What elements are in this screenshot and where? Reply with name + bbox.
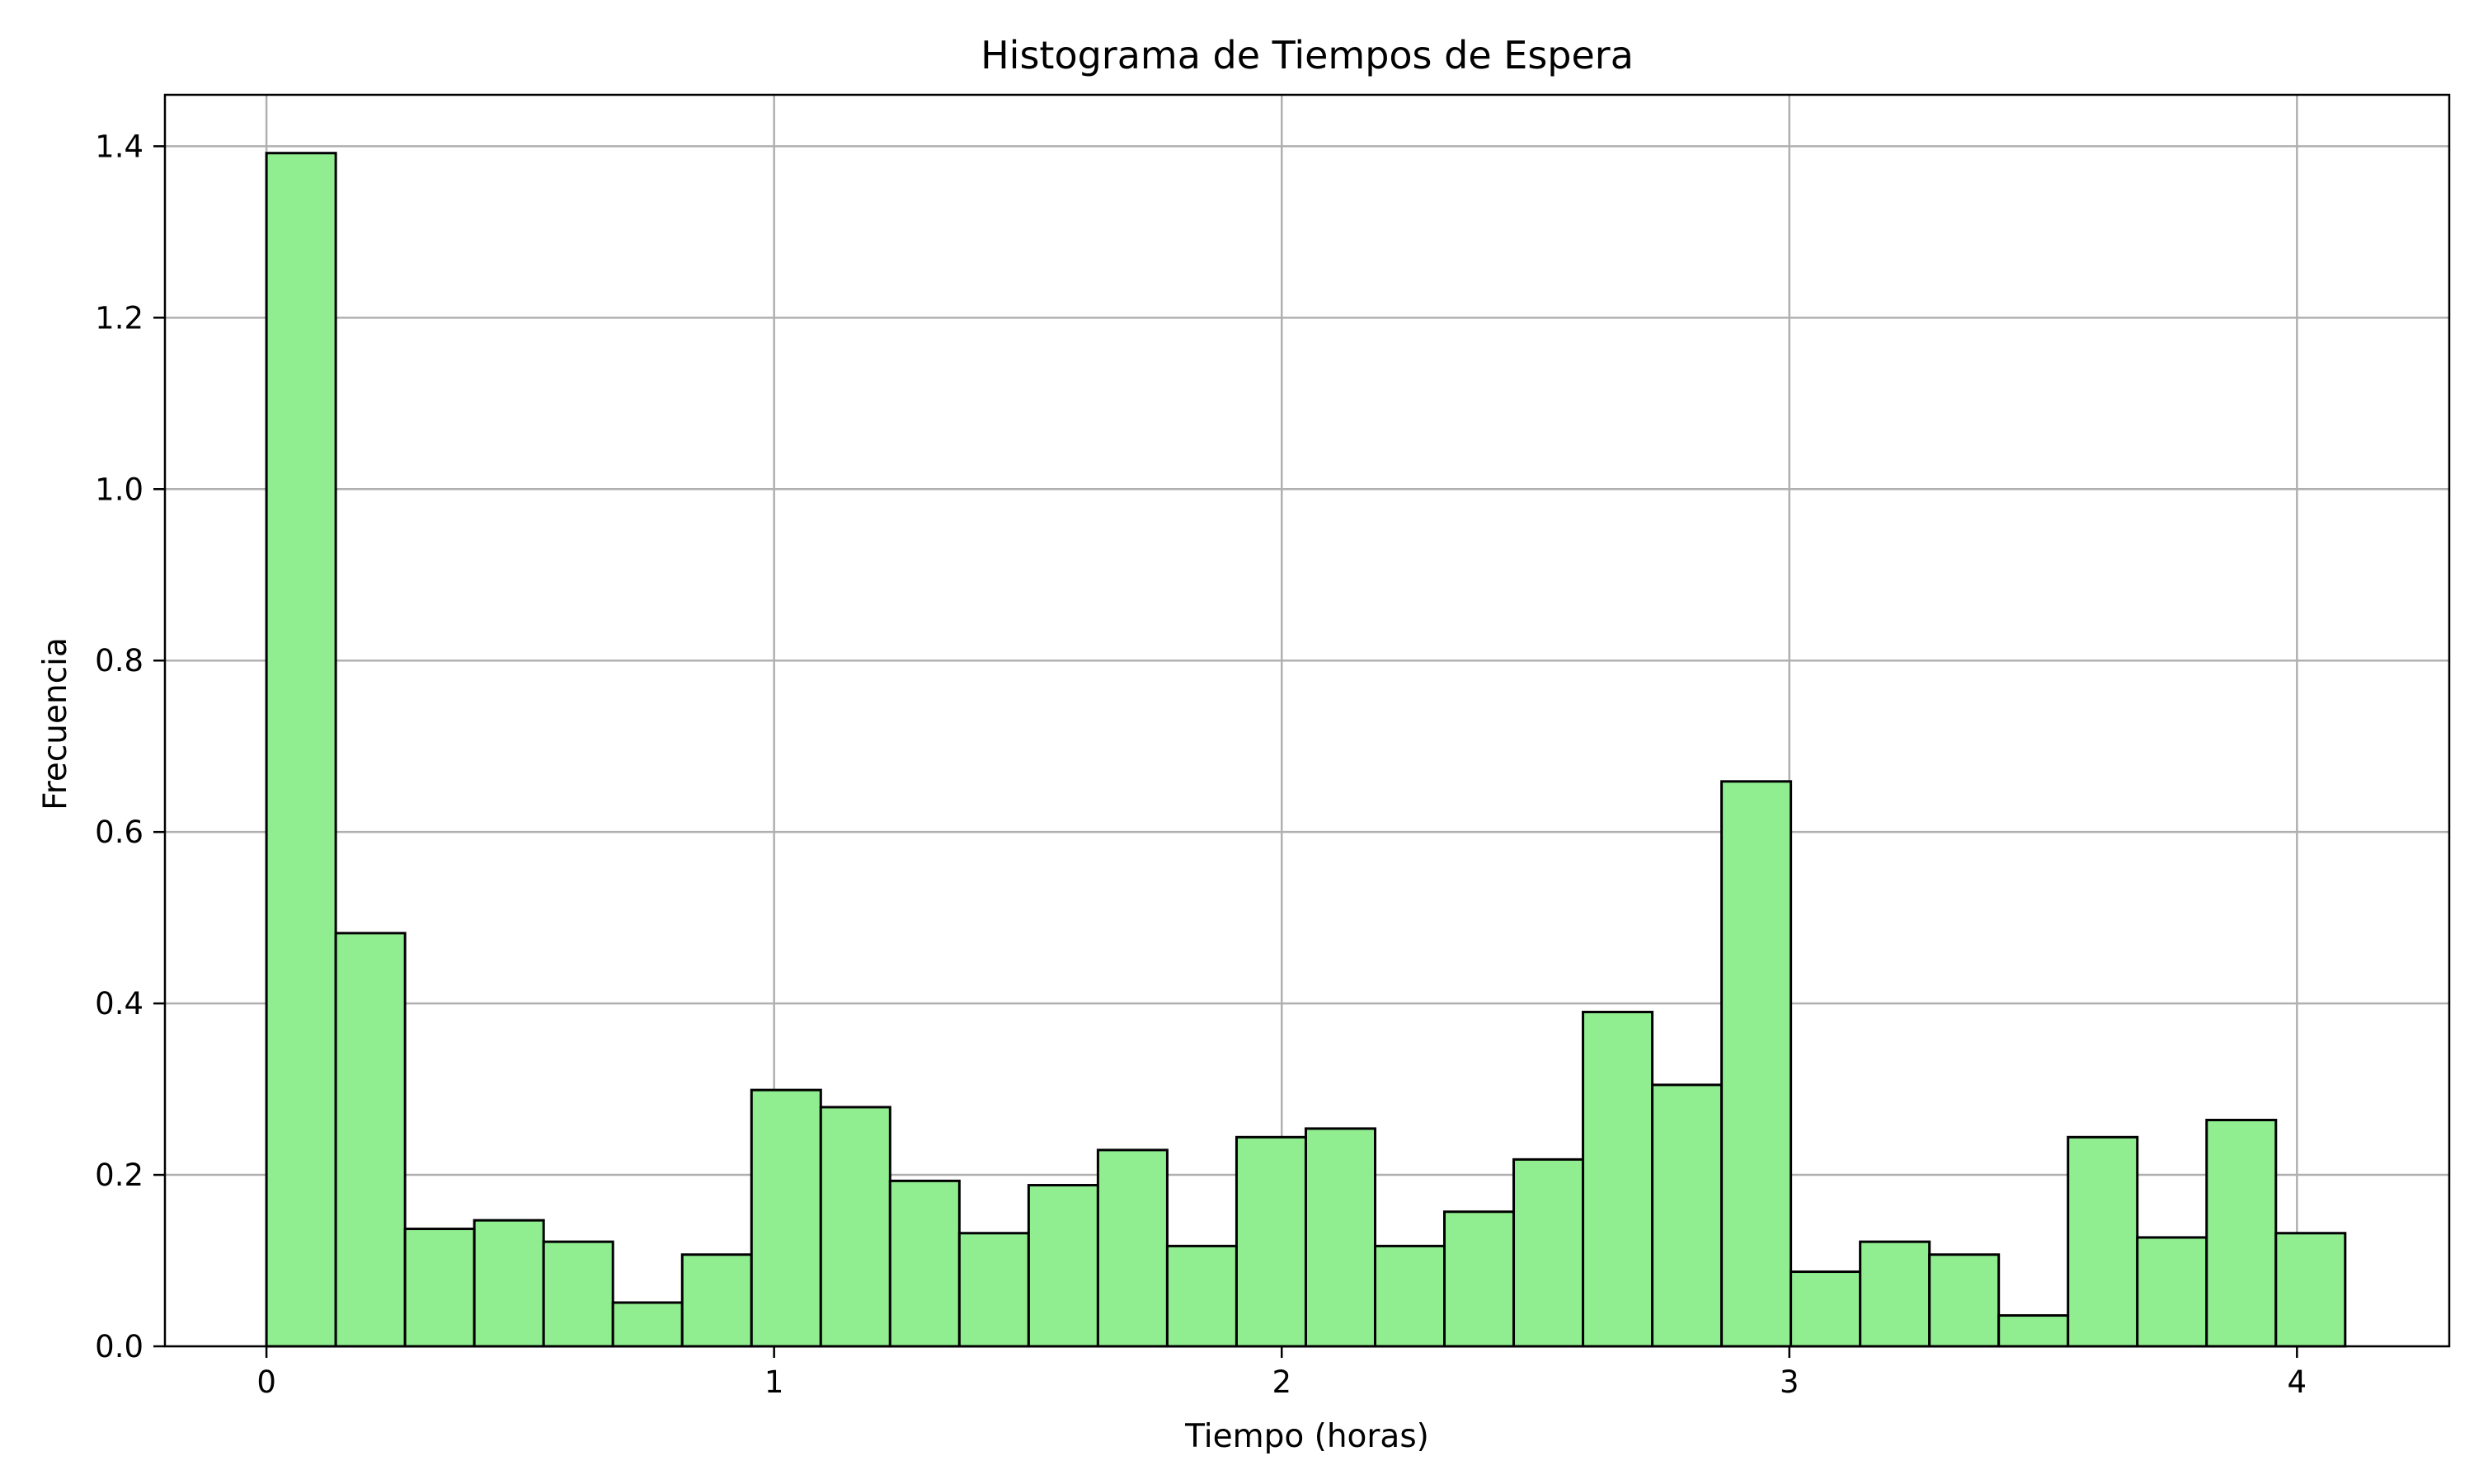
histogram-bar: [680, 1253, 753, 1348]
histogram-bar: [403, 1228, 476, 1348]
histogram-bar: [2205, 1119, 2278, 1348]
chart-title: Histograma de Tiempos de Espera: [981, 33, 1634, 77]
y-tick-label: 0.6: [95, 815, 143, 850]
histogram-bar: [1165, 1244, 1238, 1348]
histogram-bar: [2067, 1135, 2139, 1348]
x-tick-label: 3: [1780, 1364, 1799, 1400]
histogram-bar: [1512, 1158, 1585, 1348]
histogram-bar: [334, 932, 407, 1348]
x-tick-label: 4: [2288, 1364, 2307, 1400]
histogram-bar: [1373, 1244, 1446, 1348]
x-tick-label: 2: [1272, 1364, 1291, 1400]
y-tick-label: 0.4: [95, 986, 143, 1021]
histogram-bar: [2274, 1232, 2347, 1348]
histogram-bar: [1790, 1270, 1862, 1348]
histogram-bar: [1443, 1210, 1516, 1348]
y-tick-label: 0.2: [95, 1158, 143, 1193]
histogram-bar: [1720, 780, 1793, 1348]
plot-area-frame: [163, 93, 2451, 1348]
x-tick-label: 1: [764, 1364, 784, 1400]
histogram-bar: [542, 1240, 614, 1348]
histogram-bar: [1235, 1135, 1307, 1348]
histogram-bar: [2136, 1236, 2208, 1348]
histogram-bar: [819, 1106, 891, 1348]
y-tick-label: 1.0: [95, 472, 143, 507]
histogram-bar: [1096, 1148, 1169, 1348]
histogram-bar: [1304, 1127, 1376, 1348]
histogram-bar: [611, 1301, 684, 1348]
x-tick-label: 0: [256, 1364, 276, 1400]
y-axis-title: Frecuencia: [37, 637, 74, 810]
histogram-bar: [1027, 1184, 1099, 1348]
histogram-bar: [888, 1179, 961, 1348]
x-axis-title: Tiempo (horas): [1184, 1418, 1429, 1455]
histogram-bar: [1582, 1011, 1654, 1348]
histogram-bar: [473, 1219, 545, 1348]
axis-ticks: 0 1 2 3 4 0.0 0.2 0.4 0.6 0.8 1.0 1.2 1.4: [95, 129, 2307, 1400]
histogram-bar: [957, 1232, 1030, 1348]
y-tick-label: 1.2: [95, 300, 143, 336]
y-tick-label: 1.4: [95, 129, 143, 164]
y-tick-label: 0.8: [95, 643, 143, 679]
histogram-bar: [265, 152, 337, 1348]
y-tick-label: 0.0: [95, 1329, 143, 1364]
histogram-bar: [1859, 1240, 1931, 1348]
histogram-bar: [1928, 1253, 2001, 1348]
histogram-bar: [1997, 1314, 2070, 1348]
histogram-bars: [265, 152, 2347, 1348]
histogram-bar: [1651, 1083, 1724, 1348]
histogram-bar: [750, 1088, 822, 1348]
